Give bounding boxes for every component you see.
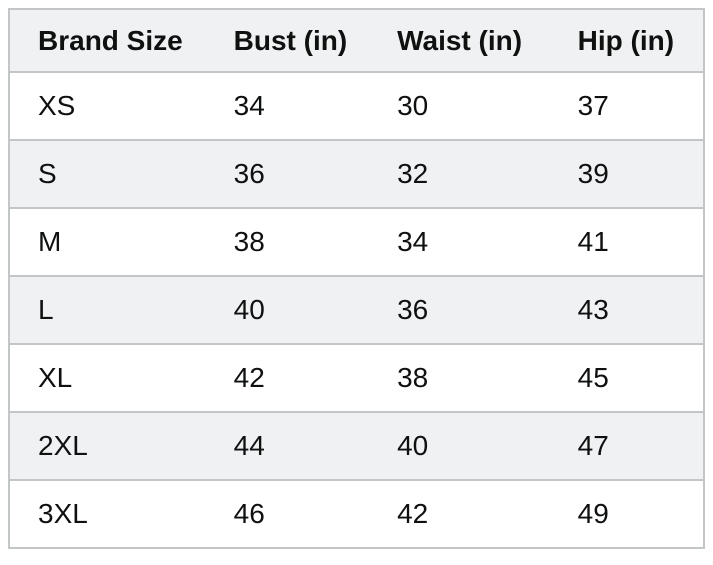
cell-waist: 34 xyxy=(397,207,578,276)
table-row: S 36 32 39 xyxy=(9,139,704,208)
cell-bust: 44 xyxy=(233,411,398,480)
cell-hip: 43 xyxy=(577,275,704,344)
cell-bust: 42 xyxy=(233,343,398,412)
cell-hip: 39 xyxy=(577,139,704,208)
size-chart-body: XS 34 30 37 S 36 32 39 M 38 34 41 L 40 36 43 XL 42 38 45 2XL… xyxy=(9,71,704,548)
cell-brand-size: M xyxy=(9,207,234,276)
column-header-brand-size: Brand Size xyxy=(9,9,234,72)
table-row: 2XL 44 40 47 xyxy=(9,411,704,480)
cell-hip: 49 xyxy=(577,479,704,548)
cell-hip: 45 xyxy=(577,343,704,412)
cell-brand-size: XL xyxy=(9,343,234,412)
cell-waist: 36 xyxy=(397,275,578,344)
cell-brand-size: L xyxy=(9,275,234,344)
table-row: XS 34 30 37 xyxy=(9,71,704,140)
cell-brand-size: 2XL xyxy=(9,411,234,480)
cell-bust: 38 xyxy=(233,207,398,276)
cell-bust: 40 xyxy=(233,275,398,344)
size-chart-container: Brand Size Bust (in) Waist (in) Hip (in)… xyxy=(8,8,705,549)
column-header-waist: Waist (in) xyxy=(397,9,578,72)
table-row: 3XL 46 42 49 xyxy=(9,479,704,548)
cell-waist: 40 xyxy=(397,411,578,480)
cell-bust: 46 xyxy=(233,479,398,548)
size-chart-table: Brand Size Bust (in) Waist (in) Hip (in)… xyxy=(8,8,705,549)
cell-waist: 42 xyxy=(397,479,578,548)
header-row: Brand Size Bust (in) Waist (in) Hip (in) xyxy=(9,9,704,72)
cell-waist: 30 xyxy=(397,71,578,140)
table-row: M 38 34 41 xyxy=(9,207,704,276)
cell-hip: 41 xyxy=(577,207,704,276)
column-header-bust: Bust (in) xyxy=(233,9,398,72)
cell-brand-size: 3XL xyxy=(9,479,234,548)
table-row: XL 42 38 45 xyxy=(9,343,704,412)
cell-waist: 38 xyxy=(397,343,578,412)
cell-brand-size: S xyxy=(9,139,234,208)
column-header-hip: Hip (in) xyxy=(577,9,704,72)
cell-hip: 37 xyxy=(577,71,704,140)
cell-bust: 36 xyxy=(233,139,398,208)
cell-waist: 32 xyxy=(397,139,578,208)
cell-hip: 47 xyxy=(577,411,704,480)
cell-bust: 34 xyxy=(233,71,398,140)
table-row: L 40 36 43 xyxy=(9,275,704,344)
cell-brand-size: XS xyxy=(9,71,234,140)
